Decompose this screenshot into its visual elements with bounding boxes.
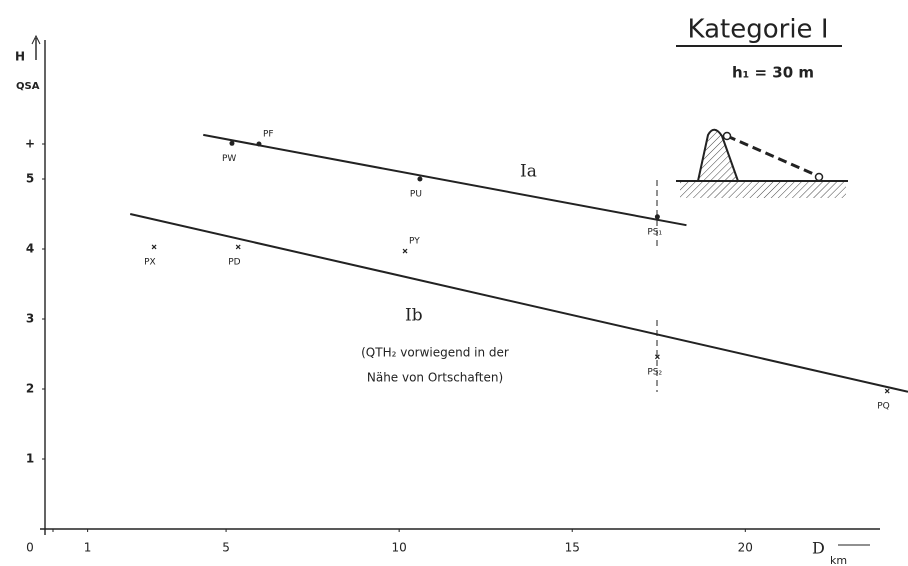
series-label: Ib bbox=[405, 306, 423, 326]
point bbox=[885, 389, 889, 393]
x-tick-label: 10 bbox=[392, 541, 407, 555]
y-tick-label: + bbox=[25, 137, 35, 151]
point bbox=[229, 141, 234, 146]
point-label: PW bbox=[222, 154, 236, 164]
series-line bbox=[203, 135, 686, 225]
point bbox=[655, 214, 660, 219]
point-label: PS₁ bbox=[647, 227, 662, 237]
series-line bbox=[130, 214, 908, 392]
point-label: PS₂ bbox=[647, 367, 662, 377]
chart-subtitle: h₁ = 30 m bbox=[732, 64, 814, 82]
y-tick-label: 1 bbox=[26, 452, 34, 466]
y-tick-label: 5 bbox=[26, 172, 34, 186]
x-tick-label: 0 bbox=[26, 541, 34, 555]
y-axis-unit: QSA bbox=[16, 81, 40, 92]
y-axis-label: H bbox=[15, 50, 25, 64]
series-label: Ia bbox=[520, 162, 537, 182]
point-label: PY bbox=[409, 237, 420, 247]
point bbox=[152, 245, 156, 249]
point-label: PF bbox=[263, 130, 274, 140]
point-label: PD bbox=[228, 257, 240, 267]
point bbox=[256, 142, 261, 147]
x-tick-label: 1 bbox=[84, 541, 92, 555]
point bbox=[403, 249, 407, 253]
annotation: Nähe von Ortschaften) bbox=[367, 371, 503, 385]
point-label: PQ bbox=[877, 402, 890, 412]
x-tick-label: 15 bbox=[565, 541, 580, 555]
y-tick-label: 4 bbox=[26, 242, 34, 256]
point-label: PX bbox=[144, 257, 156, 267]
chart: Kategorie I h₁ = 30 m H QSA D km (QTH₂ v… bbox=[0, 0, 908, 566]
y-tick-label: 2 bbox=[26, 382, 34, 396]
annotation: (QTH₂ vorwiegend in der bbox=[361, 346, 509, 360]
x-axis-unit: km bbox=[830, 554, 847, 566]
point bbox=[417, 177, 422, 182]
x-tick-label: 5 bbox=[222, 541, 230, 555]
x-tick-label: 20 bbox=[738, 541, 753, 555]
point bbox=[236, 245, 240, 249]
y-tick-label: 3 bbox=[26, 312, 34, 326]
x-axis-label: D bbox=[812, 539, 825, 558]
point-label: PU bbox=[410, 190, 422, 200]
terrain-sketch bbox=[676, 130, 848, 198]
chart-title: Kategorie I bbox=[688, 15, 829, 45]
